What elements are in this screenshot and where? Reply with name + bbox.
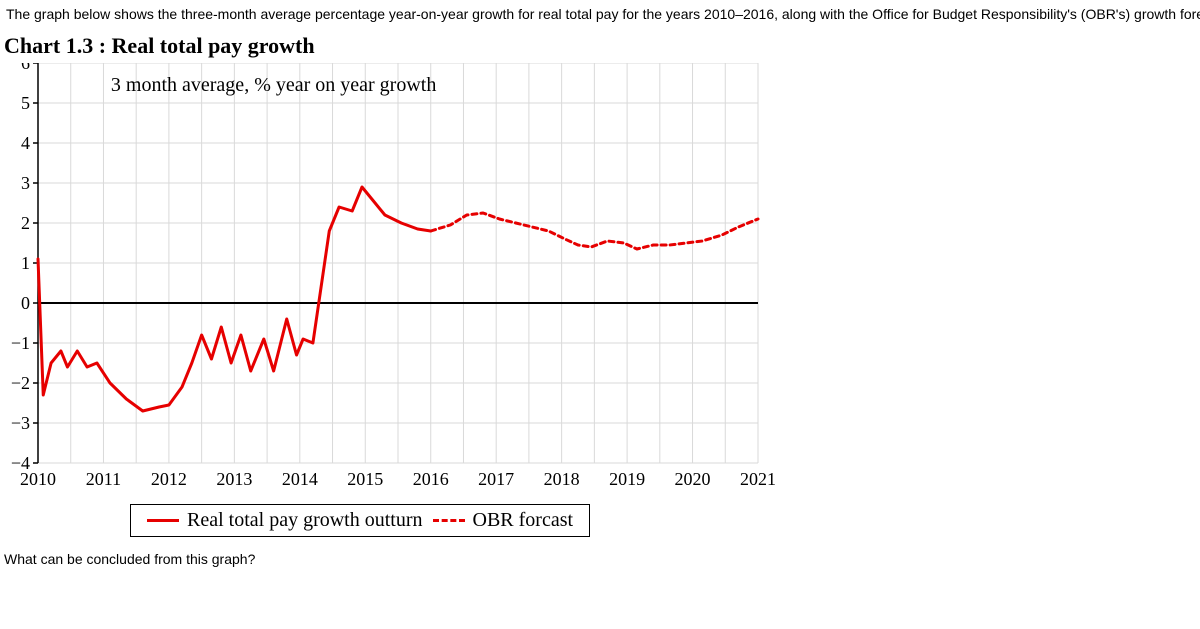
svg-text:5: 5: [21, 93, 30, 113]
legend-label-outturn: Real total pay growth outturn: [187, 509, 423, 532]
legend-label-forecast: OBR forcast: [473, 509, 574, 532]
svg-text:2021: 2021: [740, 469, 776, 489]
svg-text:2011: 2011: [86, 469, 121, 489]
svg-text:−3: −3: [11, 413, 30, 433]
svg-text:3: 3: [21, 173, 30, 193]
svg-text:6: 6: [21, 63, 30, 73]
svg-text:2015: 2015: [347, 469, 383, 489]
intro-text: The graph below shows the three-month av…: [0, 0, 1200, 23]
svg-text:1: 1: [21, 253, 30, 273]
svg-text:2010: 2010: [20, 469, 56, 489]
svg-text:2014: 2014: [282, 469, 318, 489]
svg-text:2013: 2013: [216, 469, 252, 489]
legend-swatch-solid-icon: [147, 519, 179, 522]
chart-title: Chart 1.3 : Real total pay growth: [0, 23, 1200, 63]
svg-text:−2: −2: [11, 373, 30, 393]
pay-growth-chart: −4−3−2−101234562010201120122013201420152…: [4, 63, 784, 493]
svg-text:2012: 2012: [151, 469, 187, 489]
svg-text:2018: 2018: [544, 469, 580, 489]
chart-container: −4−3−2−101234562010201120122013201420152…: [0, 63, 1200, 498]
legend-swatch-dashed-icon: [433, 519, 465, 522]
svg-text:2019: 2019: [609, 469, 645, 489]
svg-text:−1: −1: [11, 333, 30, 353]
legend-item-forecast: OBR forcast: [433, 509, 574, 532]
legend-item-outturn: Real total pay growth outturn: [147, 509, 423, 532]
svg-text:2016: 2016: [413, 469, 449, 489]
svg-text:0: 0: [21, 293, 30, 313]
page-root: The graph below shows the three-month av…: [0, 0, 1200, 629]
svg-text:2017: 2017: [478, 469, 514, 489]
svg-text:4: 4: [21, 133, 30, 153]
legend: Real total pay growth outturn OBR forcas…: [130, 504, 590, 537]
question-text: What can be concluded from this graph?: [0, 537, 1200, 567]
svg-text:3 month average, % year on yea: 3 month average, % year on year growth: [111, 74, 436, 96]
svg-text:2020: 2020: [675, 469, 711, 489]
svg-text:2: 2: [21, 213, 30, 233]
